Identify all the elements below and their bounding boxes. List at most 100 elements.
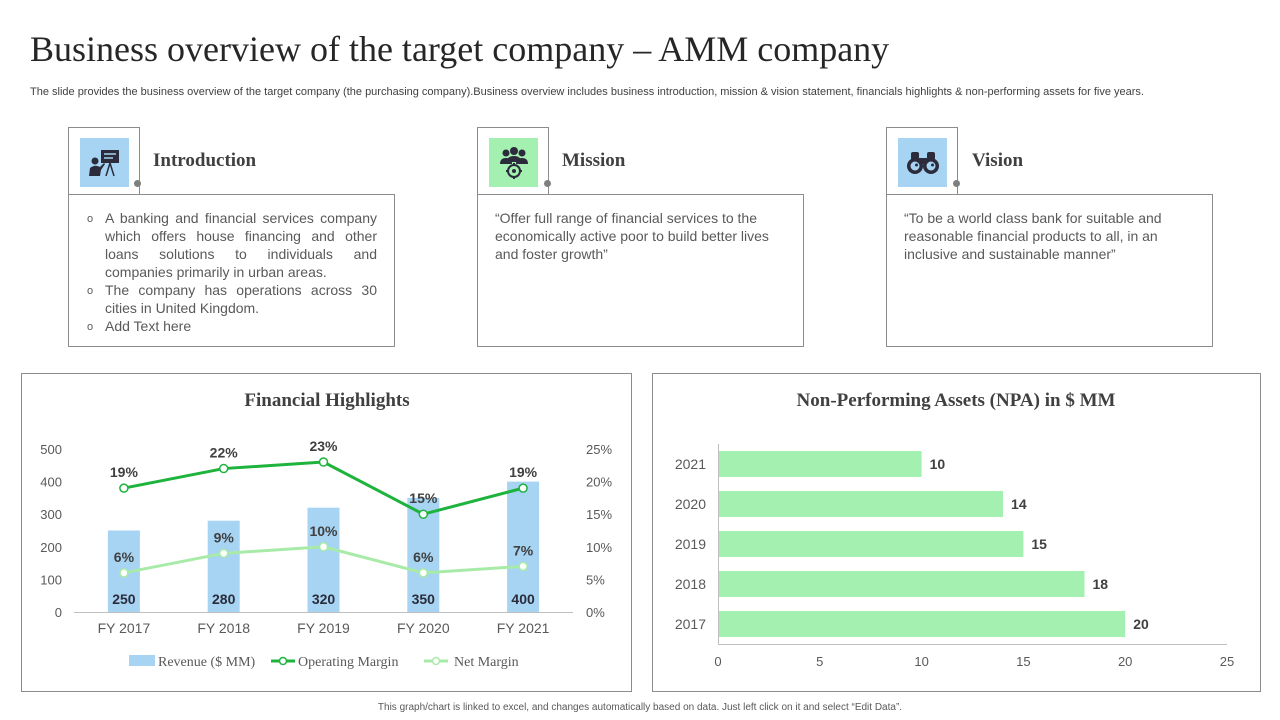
introduction-bullets: A banking and financial services company…: [69, 195, 394, 336]
npa-data-label: 15: [1031, 536, 1047, 552]
npa-data-label: 10: [930, 456, 946, 472]
y-axis-tick-label: 2020: [675, 496, 706, 512]
x-axis-tick-label: FY 2020: [397, 620, 450, 636]
net-margin-data-label: 6%: [413, 549, 434, 565]
y-axis-tick-label: 500: [40, 442, 62, 457]
vision-statement: “To be a world class bank for suitable a…: [904, 210, 1162, 262]
legend-revenue-swatch: [129, 655, 155, 666]
page-subtitle: The slide provides the business overview…: [30, 86, 1144, 98]
y-axis-tick-label: 100: [40, 572, 62, 587]
x-axis-tick-label: FY 2018: [197, 620, 250, 636]
npa-chart: Non-Performing Assets (NPA) in $ MM20201…: [675, 390, 1234, 669]
x-axis-tick-label: 15: [1016, 654, 1030, 669]
x-axis-tick-label: 25: [1220, 654, 1234, 669]
npa-bar: [719, 531, 1024, 557]
operating-margin-point: [119, 483, 129, 493]
presentation-icon: [80, 138, 129, 187]
vision-tab: [886, 127, 958, 195]
revenue-data-label: 280: [212, 591, 236, 607]
legend-net-margin-marker: [431, 656, 441, 666]
revenue-bar: [207, 520, 240, 612]
legend-net-margin-label: Net Margin: [454, 655, 519, 670]
net-margin-point: [119, 568, 129, 578]
legend-operating-margin-marker: [278, 656, 288, 666]
y2-axis-tick-label: 0%: [586, 605, 605, 620]
page-title: Business overview of the target company …: [30, 29, 890, 69]
mission-tab: [477, 127, 549, 195]
vision-title: Vision: [972, 150, 1024, 171]
net-margin-data-label: 6%: [114, 549, 135, 565]
y2-axis-tick-label: 10%: [586, 540, 612, 555]
introduction-bullet: Add Text here: [87, 317, 377, 336]
npa-panel: Non-Performing Assets (NPA) in $ MM 20 201…: [652, 373, 1261, 692]
y2-axis-tick-label: 25%: [586, 442, 612, 457]
npa-bar: [719, 611, 1126, 637]
y-axis-tick-label: 400: [40, 475, 62, 490]
mission-body: “Offer full range of financial services …: [477, 194, 804, 347]
operating-margin-point: [218, 463, 229, 474]
y-axis-tick-label: 2017: [675, 616, 706, 632]
operating-margin-data-label: 15%: [409, 490, 438, 506]
y2-axis-tick-label: 20%: [586, 475, 612, 490]
npa-data-label: 14: [1011, 496, 1027, 512]
y2-axis-tick-label: 5%: [586, 572, 605, 587]
npa-bar: [719, 491, 1004, 517]
operating-margin-data-label: 22%: [210, 445, 239, 461]
x-axis-tick-label: 20: [1118, 654, 1132, 669]
revenue-bar: [307, 507, 340, 612]
operating-margin-point: [318, 457, 329, 467]
net-margin-point: [518, 561, 528, 572]
x-axis-tick-label: FY 2017: [98, 620, 151, 636]
x-axis-tick-label: FY 2021: [497, 620, 550, 636]
operating-margin-point: [418, 509, 429, 519]
y-axis-tick-label: 2019: [675, 536, 706, 552]
revenue-data-label: 320: [312, 591, 336, 607]
team-target-icon: [489, 138, 538, 187]
mission-connector-dot: [544, 180, 551, 187]
legend-operating-margin-label: Operating Margin: [298, 655, 398, 670]
y-axis-tick-label: 0: [55, 605, 62, 620]
net-margin-point: [318, 542, 329, 552]
introduction-connector-dot: [134, 180, 141, 187]
binoculars-icon: [898, 138, 947, 187]
operating-margin-data-label: 19%: [509, 464, 538, 480]
x-axis-tick-label: 0: [714, 654, 721, 669]
introduction-bullet: The company has operations across 30 cit…: [87, 281, 377, 317]
x-axis-tick-label: 5: [816, 654, 823, 669]
operating-margin-line: [123, 460, 524, 516]
chart-title: Non-Performing Assets (NPA) in $ MM: [797, 390, 1116, 411]
y-axis-tick-label: 300: [40, 507, 62, 522]
introduction-body: A banking and financial services company…: [68, 194, 395, 347]
net-margin-data-label: 9%: [214, 529, 235, 545]
y-axis-tick-label: 2018: [675, 576, 706, 592]
revenue-data-label: 350: [412, 591, 436, 607]
operating-margin-data-label: 19%: [110, 464, 139, 480]
operating-margin-data-label: 23%: [309, 438, 338, 454]
x-axis-tick-label: 10: [914, 654, 928, 669]
npa-data-label: 20: [1133, 616, 1149, 632]
introduction-title: Introduction: [153, 150, 257, 171]
mission-statement: “Offer full range of financial services …: [495, 210, 769, 262]
y2-axis-tick-label: 15%: [586, 507, 612, 522]
revenue-bar: [507, 481, 540, 612]
vision-connector-dot: [953, 180, 960, 187]
x-axis-tick-label: FY 2019: [297, 620, 350, 636]
y-axis-tick-label: 2021: [675, 456, 706, 472]
legend-revenue-label: Revenue ($ MM): [158, 655, 256, 670]
introduction-tab: [68, 127, 140, 195]
net-margin-point: [418, 568, 429, 578]
npa-bar: [719, 451, 922, 477]
chart-title: Financial Highlights: [244, 390, 409, 411]
mission-title: Mission: [562, 150, 626, 171]
footer-note: This graph/chart is linked to excel, and…: [377, 702, 903, 713]
operating-margin-point: [518, 483, 528, 493]
npa-bar: [719, 571, 1085, 597]
financial-highlights-chart: Financial Highlights 0 100 200 300 400 500 0% 5%…: [40, 390, 612, 670]
financial-highlights-panel: Financial Highlights 0 100 200 300 400 500 0% 5%…: [21, 373, 632, 692]
npa-data-label: 18: [1092, 576, 1108, 592]
revenue-data-label: 250: [112, 591, 136, 607]
y-axis-tick-label: 200: [40, 540, 62, 555]
revenue-data-label: 400: [511, 591, 535, 607]
net-margin-data-label: 10%: [309, 523, 338, 539]
vision-body: “To be a world class bank for suitable a…: [886, 194, 1213, 347]
